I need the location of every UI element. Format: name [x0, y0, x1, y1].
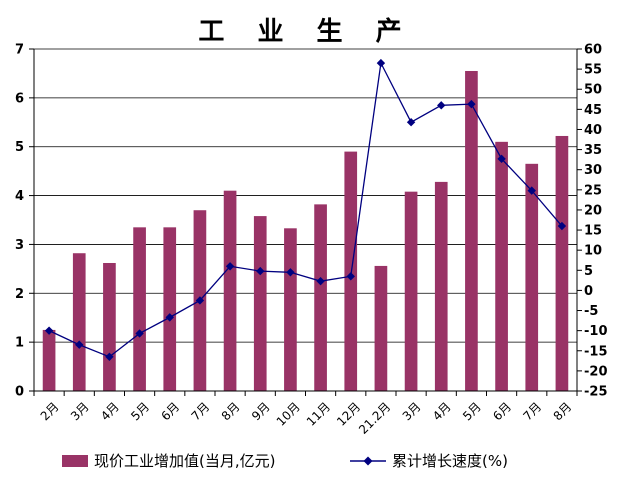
legend-line-marker	[363, 456, 373, 466]
x-tick-label: 7月	[189, 400, 213, 424]
right-tick-label: 45	[584, 103, 602, 118]
line-point	[527, 186, 536, 195]
line-point	[467, 99, 476, 109]
right-tick-label: 10	[584, 244, 602, 259]
bar	[253, 216, 267, 391]
left-tick-label: 7	[15, 43, 24, 58]
bar	[344, 151, 358, 391]
x-tick-label: 2月	[38, 400, 62, 424]
right-tick-label: 25	[584, 183, 602, 198]
line-point	[195, 296, 205, 305]
right-tick-label: 20	[584, 203, 602, 218]
bar	[525, 163, 539, 391]
line-point	[225, 262, 235, 271]
x-tick-label: 5月	[128, 400, 152, 424]
x-tick-label: 8月	[219, 400, 243, 424]
x-tick-label: 4月	[430, 400, 454, 424]
line-point	[75, 340, 84, 349]
right-tick-label: -10	[584, 324, 608, 339]
right-tick-label: 35	[584, 143, 602, 158]
left-tick-label: 5	[15, 140, 24, 155]
bar	[314, 204, 327, 391]
left-tick-label: 0	[15, 385, 24, 400]
x-tick-label: 3月	[68, 400, 92, 424]
bar	[495, 141, 508, 391]
x-tick-label: 9月	[249, 400, 273, 424]
left-tick-label: 6	[15, 91, 24, 106]
right-tick-label: 40	[584, 123, 602, 138]
growth-line	[48, 60, 563, 358]
line-series	[44, 58, 567, 361]
line-point	[135, 329, 144, 338]
right-tick-label: 60	[584, 43, 602, 58]
line-point	[105, 352, 114, 361]
line-point	[376, 58, 386, 68]
x-tick-label: 21.2月	[356, 400, 393, 437]
bar	[163, 227, 177, 391]
bar	[465, 70, 478, 391]
bar	[555, 135, 569, 391]
right-tick-label: -5	[584, 304, 598, 319]
left-tick-label: 4	[15, 189, 24, 204]
x-tick-label: 7月	[520, 400, 544, 424]
right-tick-label: -20	[584, 364, 608, 379]
left-tick-label: 1	[15, 336, 24, 351]
right-tick-label: 5	[584, 264, 593, 279]
line-point	[497, 154, 506, 164]
right-tick-label: -25	[584, 385, 608, 400]
bar	[223, 190, 237, 391]
bar	[374, 265, 388, 391]
line-point	[316, 276, 325, 286]
bar	[404, 191, 418, 391]
grid	[34, 48, 577, 391]
bar	[284, 228, 297, 391]
line-point	[437, 101, 446, 110]
x-tick-label: 3月	[400, 400, 424, 424]
x-tick-label: 11月	[304, 400, 333, 429]
left-tick-label: 3	[15, 238, 24, 253]
right-axis-ticks: -25 -20 -15 -10 -5 0 5 10 15 20 25 30 35 40 45 50 55 60	[577, 43, 608, 400]
bar	[103, 262, 116, 391]
legend: 现价工业增加值(当月,亿元) 累计增长速度(%)	[62, 452, 508, 470]
legend-bar-label: 现价工业增加值(当月,亿元)	[94, 452, 275, 470]
x-tick-label: 5月	[460, 400, 484, 424]
legend-line-label: 累计增长速度(%)	[392, 452, 508, 470]
axes	[33, 49, 578, 396]
line-point	[44, 326, 54, 335]
line-point	[256, 266, 265, 276]
chart-title: 工 业 生 产	[198, 17, 413, 47]
right-tick-label: 55	[584, 63, 602, 78]
line-point	[557, 221, 567, 231]
right-tick-label: 50	[584, 83, 602, 98]
line-point	[346, 272, 355, 281]
bar	[434, 181, 448, 391]
x-tick-label: 4月	[98, 400, 122, 424]
plot-area	[34, 49, 577, 391]
right-tick-label: 30	[584, 163, 602, 178]
x-tick-label: 10月	[274, 400, 303, 429]
bar	[72, 253, 86, 391]
legend-bar-swatch	[62, 455, 88, 467]
left-tick-label: 2	[15, 287, 24, 302]
x-tick-label: 6月	[158, 400, 182, 424]
right-tick-label: -15	[584, 344, 608, 359]
bar	[42, 329, 56, 391]
line-point	[406, 118, 416, 127]
right-tick-label: 0	[584, 284, 593, 299]
left-axis-ticks: 0 1 2 3 4 5 6 7	[15, 43, 34, 400]
x-tick-label: 8月	[551, 400, 575, 424]
x-tick-label: 6月	[490, 400, 514, 424]
bar-series	[42, 70, 569, 391]
line-point	[165, 313, 174, 322]
line-point	[286, 268, 295, 277]
bar	[133, 227, 146, 391]
right-tick-label: 15	[584, 224, 602, 239]
